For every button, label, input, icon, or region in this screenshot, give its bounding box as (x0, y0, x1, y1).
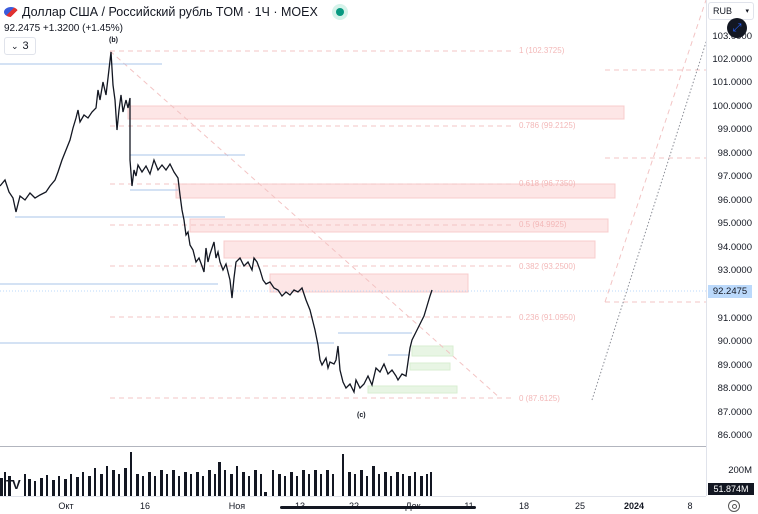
trend-line (591, 40, 706, 401)
currency-value: RUB (713, 6, 733, 16)
fib-label-0: 0 (87.6125) (519, 394, 560, 403)
level-lines (0, 63, 412, 356)
time-tick: Окт (58, 501, 74, 511)
tradingview-logo-icon[interactable]: TV (6, 477, 21, 492)
price-tick: 95.0000 (717, 218, 752, 229)
time-tick: 2024 (623, 501, 645, 511)
price-tick: 87.0000 (717, 407, 752, 418)
chevron-down-icon: ⌄ (11, 40, 19, 51)
price-tick: 102.0000 (712, 54, 752, 65)
supply-zones (127, 105, 625, 293)
current-price-label: 92.2475 (708, 285, 752, 298)
price-tick: 99.0000 (717, 124, 752, 135)
volume-current-label: 51.874M (708, 483, 754, 495)
volume-pane-divider[interactable] (0, 446, 706, 447)
time-tick: 8 (687, 501, 693, 511)
fib-label-0382: 0.382 (93.2500) (519, 262, 576, 271)
price-tick: 86.0000 (717, 430, 752, 441)
market-status-icon[interactable] (331, 4, 348, 20)
chevron-down-icon: ▾ (745, 8, 749, 15)
collapse-arrows-icon[interactable]: ⤢ (727, 18, 747, 38)
time-scrollbar[interactable] (280, 506, 476, 509)
price-tick: 93.0000 (717, 265, 752, 276)
price-tick: 97.0000 (717, 171, 752, 182)
price-tick: 100.0000 (712, 101, 752, 112)
fib-label-0786: 0.786 (99.2125) (519, 121, 576, 130)
fib-label-05: 0.5 (94.9925) (519, 220, 567, 229)
symbol-title[interactable]: Доллар США / Российский рубль TOM · 1Ч ·… (22, 5, 318, 19)
wave-label-c: (c) (357, 412, 366, 419)
price-tick: 90.0000 (717, 336, 752, 347)
volume-tick: 200M (728, 465, 752, 476)
time-axis[interactable]: Окт 16 Ноя 13 22 Дек 11 18 25 2024 8 (0, 496, 706, 514)
time-tick: 18 (518, 501, 530, 511)
settings-icon[interactable] (728, 500, 740, 512)
price-axis[interactable]: 103.0000 102.0000 101.0000 100.0000 99.0… (706, 0, 758, 496)
indicators-count: 3 (22, 40, 29, 52)
fib-label-0618: 0.618 (96.7350) (519, 179, 576, 188)
time-tick: Ноя (228, 501, 246, 511)
indicators-toggle-button[interactable]: ⌄ 3 (4, 37, 36, 55)
price-tick: 98.0000 (717, 148, 752, 159)
fib-label-1: 1 (102.3725) (519, 46, 565, 55)
price-tick: 91.0000 (717, 313, 752, 324)
demand-zones (367, 345, 458, 394)
time-tick: 25 (574, 501, 586, 511)
currency-select[interactable]: RUB ▾ (708, 2, 754, 20)
fib-lines (109, 0, 706, 399)
price-chart-canvas[interactable] (0, 0, 706, 496)
symbol-legend: Доллар США / Российский рубль TOM · 1Ч ·… (4, 4, 348, 55)
price-tick: 94.0000 (717, 242, 752, 253)
time-tick: 16 (139, 501, 151, 511)
price-tick: 101.0000 (712, 77, 752, 88)
price-tick: 88.0000 (717, 383, 752, 394)
volume-bars (0, 452, 432, 496)
price-line (0, 51, 433, 395)
usd-rub-flag-icon (4, 7, 18, 17)
price-tick: 89.0000 (717, 360, 752, 371)
wave-label-b: (b) (109, 37, 118, 44)
price-change: 92.2475 +1.3200 (+1.45%) (4, 23, 123, 34)
fib-label-0236: 0.236 (91.0950) (519, 313, 576, 322)
price-tick: 96.0000 (717, 195, 752, 206)
